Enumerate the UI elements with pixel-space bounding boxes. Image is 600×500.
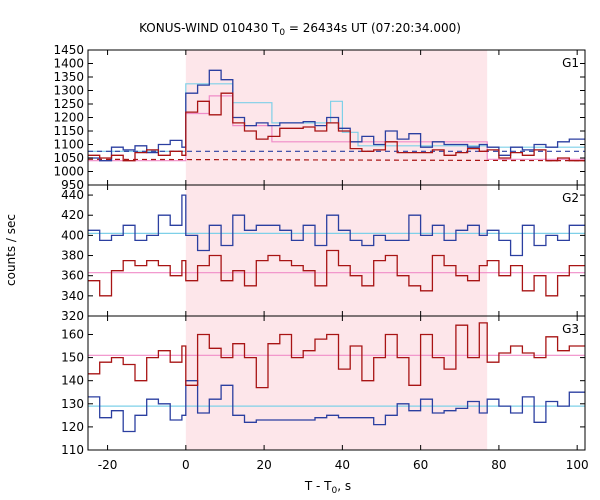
y-tick-label: 360: [61, 269, 84, 283]
panel-g2: 320 340 360 380 400 420 440 G2: [61, 184, 586, 323]
x-tick-label: 100: [566, 458, 589, 472]
panel-label: G3: [562, 322, 579, 336]
panel-curves: [88, 69, 585, 162]
y-tick-label: 380: [61, 249, 84, 263]
panel-label: G2: [562, 191, 579, 205]
y-tick-label: 320: [61, 309, 84, 323]
y-tick-label: 120: [61, 420, 84, 434]
chart-title-subscript: 0: [279, 28, 285, 38]
y-tick-label: 1200: [53, 111, 84, 125]
y-tick-label: 130: [61, 397, 84, 411]
y-tick-label: 1050: [53, 151, 84, 165]
y-tick-label: 1100: [53, 138, 84, 152]
x-axis-label-main: T - T: [304, 479, 332, 493]
y-tick-label: 950: [61, 178, 84, 192]
y-tick-label: 340: [61, 289, 84, 303]
count-series-red: [88, 249, 585, 297]
x-axis-label-subscript: 0: [332, 486, 338, 496]
y-tick-label: 440: [61, 188, 84, 202]
x-axis-label: T - T0, s: [304, 479, 351, 496]
y-tick-label: 1400: [53, 57, 84, 71]
chart-title-rest: = 26434s UT (07:20:34.000): [285, 21, 461, 35]
y-tick-label: 1300: [53, 84, 84, 98]
x-tick-label: 40: [335, 458, 350, 472]
background-level-red: [88, 158, 585, 162]
plot-area: 9501000105011001150120012501300135014001…: [53, 43, 588, 472]
count-series-red: [88, 322, 585, 389]
x-tick-label: 20: [256, 458, 271, 472]
panel-label: G1: [562, 56, 579, 70]
count-series-blue: [88, 380, 585, 433]
y-tick-label: 1450: [53, 43, 84, 57]
y-tick-label: 1150: [53, 124, 84, 138]
panel-g3: 110 120 130 140 150 160 G3: [61, 315, 586, 457]
count-series-blue: [88, 69, 585, 162]
count-series-blue: [88, 194, 585, 257]
panel-frame: [87, 315, 586, 451]
x-axis-label-rest: , s: [337, 479, 351, 493]
y-tick-label: 110: [61, 443, 84, 457]
panel-curves: [88, 194, 585, 297]
x-tick-label: 0: [182, 458, 190, 472]
count-series-red: [88, 92, 585, 162]
y-tick-label: 1350: [53, 70, 84, 84]
panel-curves: [88, 322, 585, 433]
y-tick-label: 140: [61, 374, 84, 388]
chart-title: KONUS-WIND 010430 T0 = 26434s UT (07:20:…: [139, 21, 461, 38]
y-tick-label: 420: [61, 208, 84, 222]
x-tick-label: 60: [413, 458, 428, 472]
y-tick-label: 150: [61, 351, 84, 365]
x-tick-label: 80: [491, 458, 506, 472]
chart-title-main: KONUS-WIND 010430 T: [139, 21, 280, 35]
x-tick-label: -20: [98, 458, 118, 472]
y-tick-label: 1250: [53, 97, 84, 111]
y-tick-label: 160: [61, 327, 84, 341]
panel-g1: 9501000105011001150120012501300135014001…: [53, 43, 586, 192]
highlight-region: [185, 316, 488, 450]
y-tick-label: 400: [61, 228, 84, 242]
y-axis-label: counts / sec: [4, 214, 18, 286]
y-tick-label: 1000: [53, 165, 84, 179]
